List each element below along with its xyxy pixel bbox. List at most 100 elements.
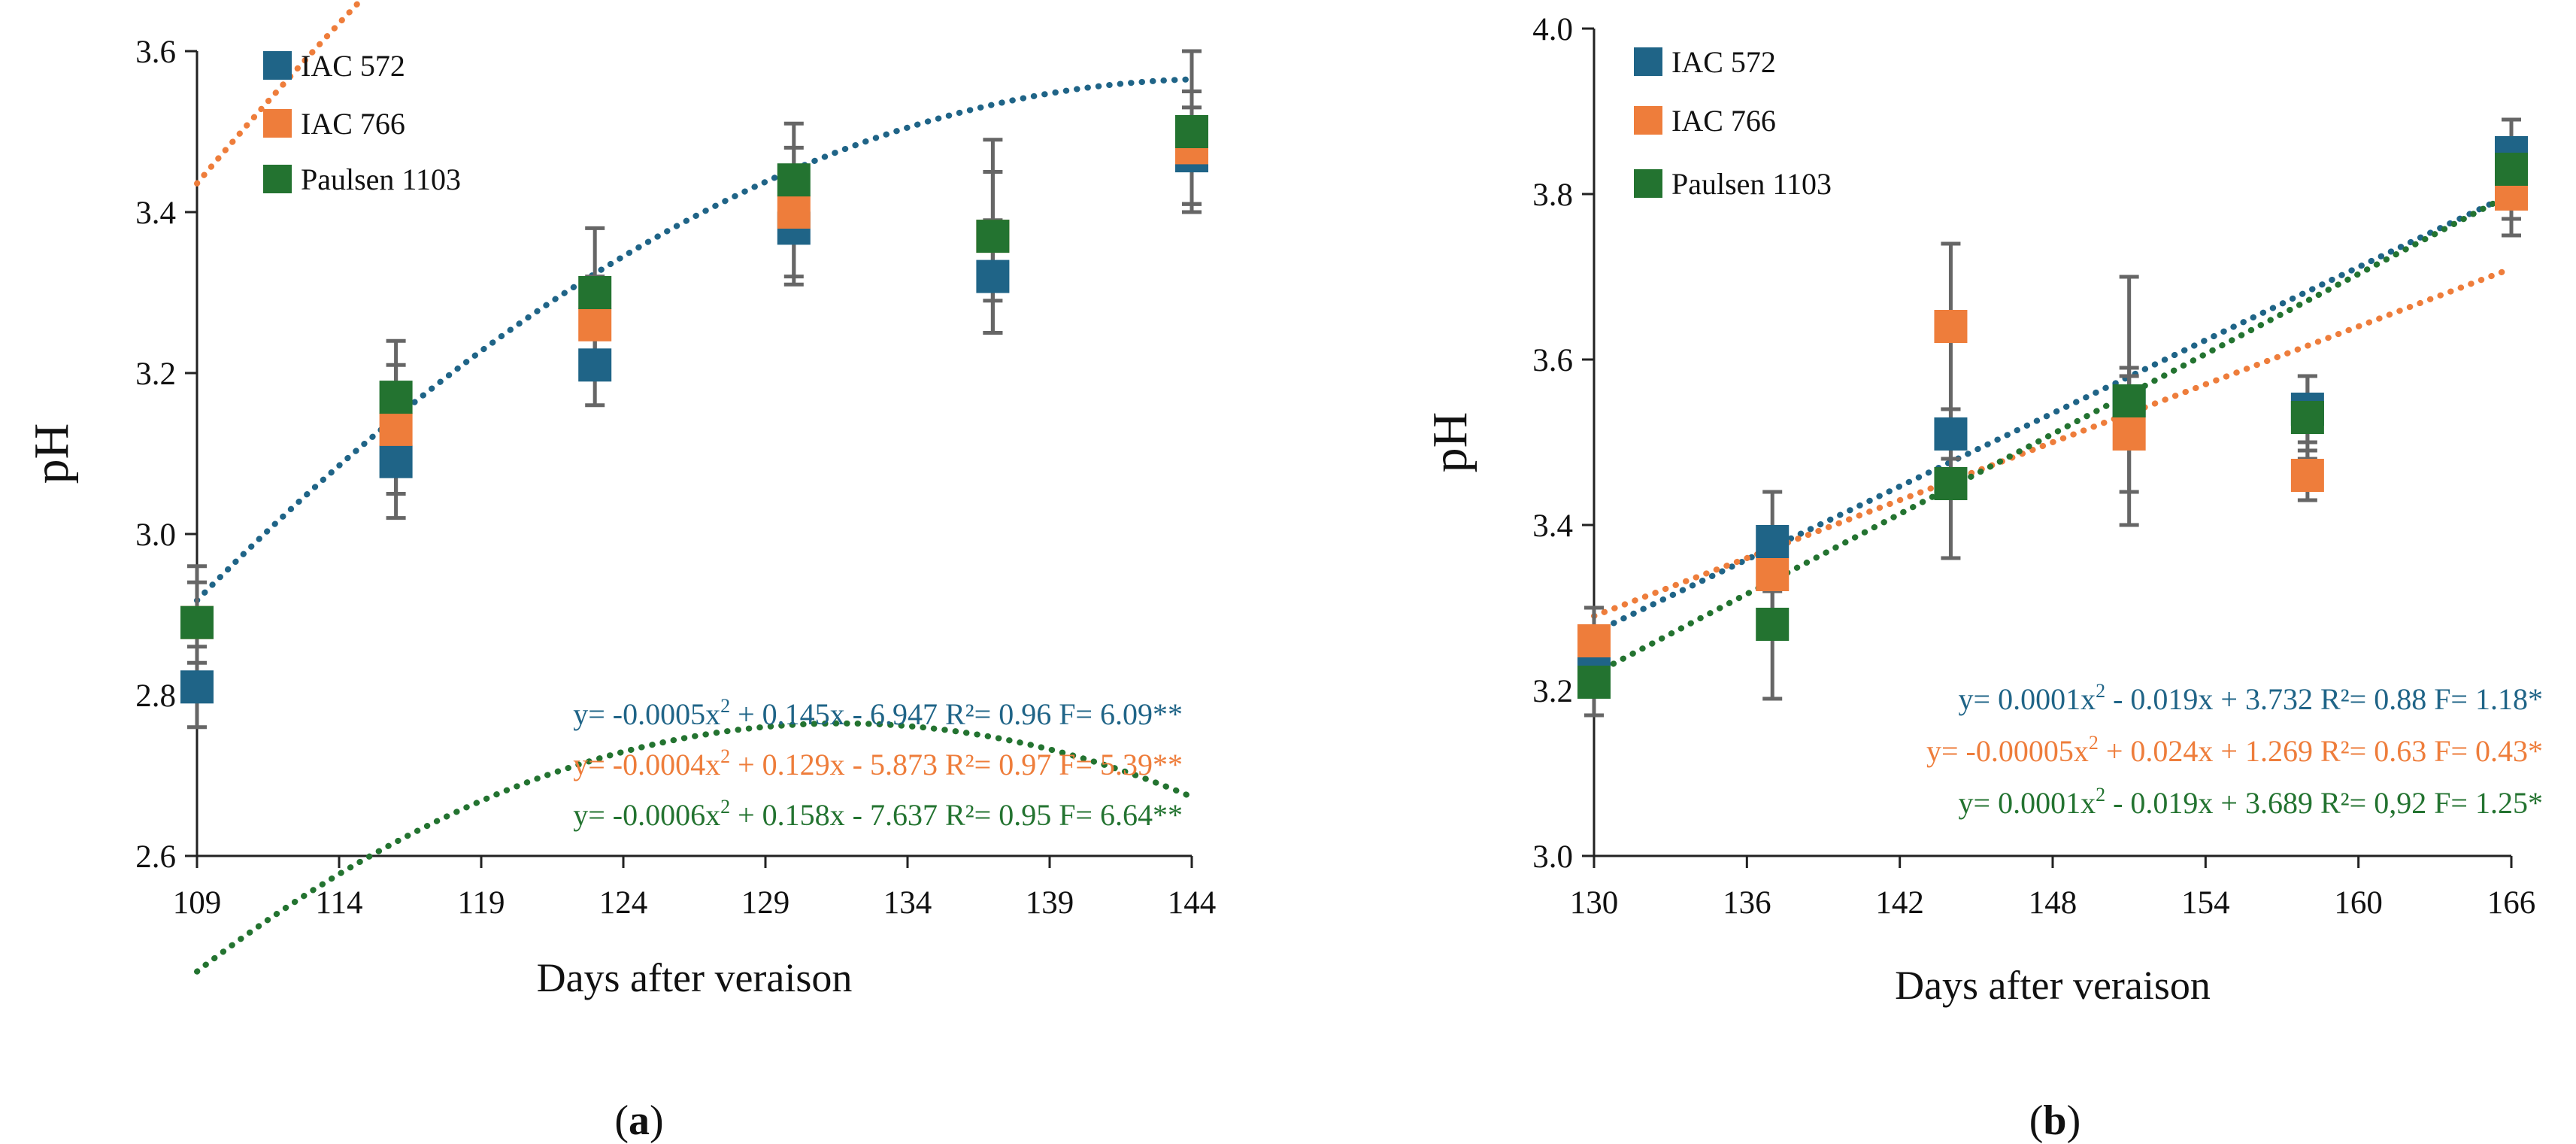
panel-label-letter: a bbox=[629, 1097, 650, 1144]
panel-label: (a) bbox=[614, 1097, 663, 1144]
y-tick-label: 3.6 bbox=[135, 35, 176, 70]
equation-exponent: 2 bbox=[720, 695, 730, 717]
legend-label: IAC 766 bbox=[301, 107, 405, 141]
legend-swatch bbox=[263, 165, 292, 193]
equation-exponent: 2 bbox=[2089, 732, 2099, 754]
trendline-paulsen-1103 bbox=[194, 720, 1195, 975]
data-point-iac-766 bbox=[379, 412, 413, 446]
data-point-iac-766 bbox=[2112, 417, 2146, 451]
data-point-iac-572 bbox=[1934, 417, 1968, 451]
x-tick-label: 160 bbox=[2334, 885, 2383, 921]
x-tick-label: 109 bbox=[173, 885, 222, 921]
trendline-iac-766 bbox=[1591, 266, 2514, 619]
data-point-iac-766 bbox=[1756, 558, 1790, 591]
equation-part: - 0.019x + 3.689 R²= 0,92 F= 1.25* bbox=[2105, 786, 2543, 820]
regression-equation: y= -0.0005x2 + 0.145x - 6.947 R²= 0.96 F… bbox=[573, 695, 1183, 731]
x-tick-label: 130 bbox=[1570, 885, 1619, 921]
data-point-iac-766 bbox=[578, 308, 612, 341]
data-point-iac-572 bbox=[180, 670, 214, 704]
panel-label-paren: ) bbox=[2067, 1097, 2081, 1144]
y-tick-label: 3.8 bbox=[1532, 178, 1573, 213]
equation-part: - 0.019x + 3.732 R²= 0.88 F= 1.18* bbox=[2105, 682, 2543, 716]
equation-exponent: 2 bbox=[720, 796, 730, 818]
equation-part: + 0.145x - 6.947 R²= 0.96 F= 6.09** bbox=[730, 697, 1183, 731]
y-tick-label: 3.2 bbox=[1532, 674, 1573, 709]
x-tick-label: 144 bbox=[1168, 885, 1217, 921]
equation-exponent: 2 bbox=[720, 745, 730, 767]
y-tick-label: 2.8 bbox=[135, 678, 176, 714]
legend-label: IAC 572 bbox=[301, 49, 405, 83]
equation-part: + 0.129x - 5.873 R²= 0.97 F= 5.39** bbox=[730, 748, 1183, 781]
legend-swatch bbox=[1634, 106, 1662, 135]
y-tick-label: 3.0 bbox=[1532, 839, 1573, 875]
data-point-paulsen-1103 bbox=[2112, 384, 2146, 417]
y-tick-label: 3.4 bbox=[135, 196, 176, 231]
data-point-iac-766 bbox=[1577, 624, 1611, 657]
x-axis-label: Days after veraison bbox=[537, 955, 853, 1000]
equation-exponent: 2 bbox=[2096, 680, 2105, 702]
data-point-paulsen-1103 bbox=[1175, 115, 1208, 148]
y-tick-label: 3.6 bbox=[1532, 343, 1573, 378]
legend-swatch bbox=[1634, 47, 1662, 76]
panel-label-paren: ( bbox=[614, 1097, 629, 1144]
equation-part: y= -0.00005x bbox=[1926, 734, 2089, 768]
y-tick-label: 3.0 bbox=[135, 517, 176, 553]
data-point-iac-572 bbox=[379, 445, 413, 478]
legend-label: Paulsen 1103 bbox=[1671, 167, 1832, 201]
legend-label: Paulsen 1103 bbox=[301, 162, 461, 196]
data-point-iac-766 bbox=[777, 196, 811, 229]
data-point-iac-766 bbox=[2290, 459, 2324, 492]
data-point-iac-572 bbox=[976, 259, 1010, 293]
legend-swatch bbox=[263, 51, 292, 80]
data-point-paulsen-1103 bbox=[379, 381, 413, 414]
y-tick-label: 2.6 bbox=[135, 839, 176, 875]
legend-label: IAC 766 bbox=[1671, 104, 1776, 138]
x-tick-label: 136 bbox=[1723, 885, 1771, 921]
equation-part: + 0.158x - 7.637 R²= 0.95 F= 6.64** bbox=[730, 798, 1183, 832]
data-point-paulsen-1103 bbox=[2290, 401, 2324, 434]
panel-label-letter: b bbox=[2043, 1097, 2066, 1144]
data-point-iac-572 bbox=[1756, 525, 1790, 558]
trendline-iac-572 bbox=[194, 76, 1195, 604]
legend-swatch bbox=[263, 109, 292, 138]
data-point-paulsen-1103 bbox=[1934, 467, 1968, 500]
x-tick-label: 119 bbox=[458, 885, 505, 921]
data-point-iac-572 bbox=[578, 348, 612, 382]
panel-a: 2.6 2.8 3.0 3.2 3.4 3.6 109 114 119 124 129 134 139 1… bbox=[24, 0, 1216, 1144]
panel-label-paren: ( bbox=[2029, 1097, 2044, 1144]
x-tick-label: 114 bbox=[316, 885, 363, 921]
equation-part: y= 0.0001x bbox=[1959, 682, 2096, 716]
equation-part: + 0.024x + 1.269 R²= 0.63 F= 0.43* bbox=[2099, 734, 2543, 768]
regression-equation: y= 0.0001x2 - 0.019x + 3.732 R²= 0.88 F=… bbox=[1959, 680, 2543, 716]
data-point-iac-766 bbox=[1934, 310, 1968, 343]
equation-part: y= -0.0004x bbox=[573, 748, 720, 781]
regression-equation: y= 0.0001x2 - 0.019x + 3.689 R²= 0,92 F=… bbox=[1959, 784, 2543, 820]
legend-label: IAC 572 bbox=[1671, 45, 1776, 79]
data-point-paulsen-1103 bbox=[1577, 666, 1611, 699]
equation-exponent: 2 bbox=[2096, 784, 2105, 806]
regression-equation: y= -0.0006x2 + 0.158x - 7.637 R²= 0.95 F… bbox=[573, 796, 1183, 832]
y-tick-label: 3.4 bbox=[1532, 508, 1573, 544]
x-axis-label: Days after veraison bbox=[1895, 963, 2211, 1008]
x-tick-label: 134 bbox=[883, 885, 932, 921]
data-point-paulsen-1103 bbox=[180, 605, 214, 639]
y-axis-label: pH bbox=[1423, 412, 1477, 473]
data-point-paulsen-1103 bbox=[2495, 153, 2528, 186]
regression-equation: y= -0.00005x2 + 0.024x + 1.269 R²= 0.63 … bbox=[1926, 732, 2543, 768]
y-tick-label: 4.0 bbox=[1532, 12, 1573, 47]
data-point-paulsen-1103 bbox=[1756, 608, 1790, 641]
equation-part: y= -0.0005x bbox=[573, 697, 720, 731]
regression-equation: y= -0.0004x2 + 0.129x - 5.873 R²= 0.97 F… bbox=[573, 745, 1183, 781]
data-point-paulsen-1103 bbox=[976, 220, 1010, 253]
trendline-paulsen-1103 bbox=[1591, 191, 2514, 677]
x-tick-label: 166 bbox=[2487, 885, 2536, 921]
y-tick-label: 3.2 bbox=[135, 357, 176, 392]
equation-part: y= -0.0006x bbox=[573, 798, 720, 832]
x-tick-label: 139 bbox=[1026, 885, 1074, 921]
x-tick-label: 142 bbox=[1875, 885, 1924, 921]
y-axis-label: pH bbox=[24, 423, 79, 484]
panel-label-paren: ) bbox=[650, 1097, 664, 1144]
data-point-paulsen-1103 bbox=[578, 276, 612, 309]
